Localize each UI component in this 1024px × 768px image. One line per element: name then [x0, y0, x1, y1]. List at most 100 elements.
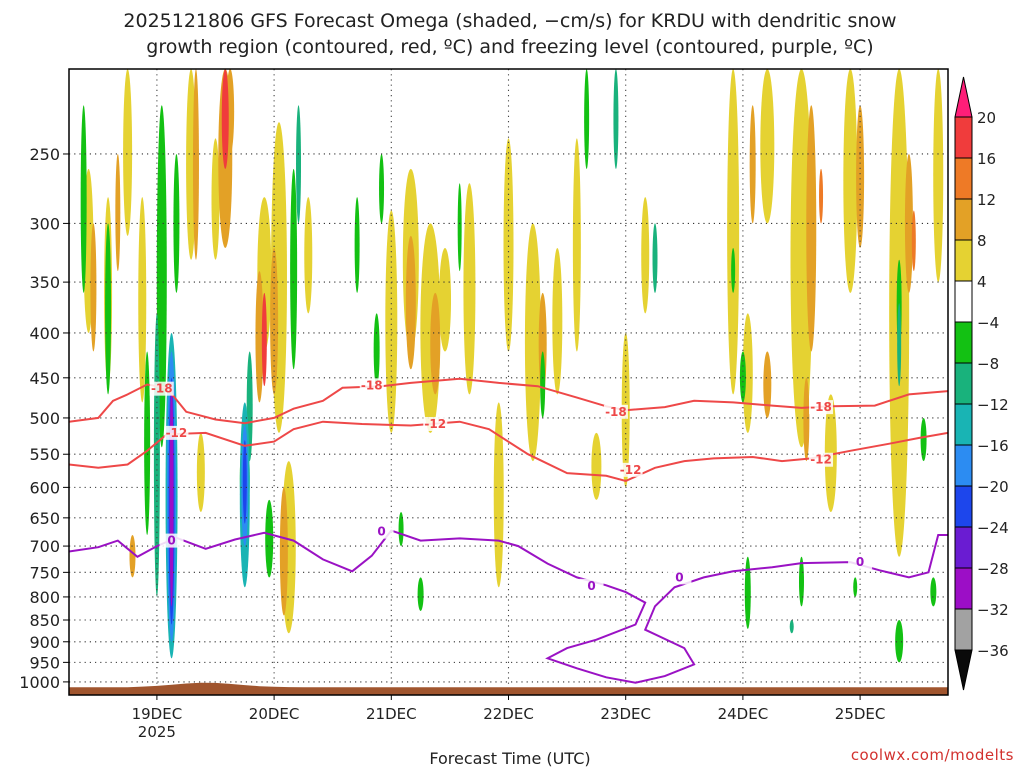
omega-shade-cell — [463, 183, 476, 395]
contour-label-bg — [618, 462, 643, 477]
colorbar-label: 8 — [977, 232, 987, 250]
omega-shade-cell — [819, 168, 824, 224]
colorbar-label: −16 — [977, 437, 1009, 455]
y-tick-label: 1000 — [19, 673, 60, 692]
omega-shade-cell — [806, 105, 817, 352]
omega-shading — [80, 69, 944, 663]
chart-title-line-2: growth region (contoured, red, ºC) and f… — [146, 36, 873, 58]
contour-label: -12 — [810, 453, 832, 467]
contour-label: -18 — [605, 405, 627, 419]
omega-shade-cell — [379, 153, 385, 224]
y-tick-label: 450 — [29, 369, 60, 388]
x-tick-label: 24DEC — [718, 705, 769, 723]
omega-shade-cell — [790, 69, 813, 448]
omega-shade-cell — [279, 487, 288, 616]
omega-shade-cell — [763, 351, 772, 418]
omega-shade-cell — [270, 247, 279, 395]
contour-label-bg — [809, 400, 834, 415]
y-axis: 250 300 350 400 450 500 550 600 650 700 750 800 850 9… — [19, 145, 69, 692]
colorbar-swatch — [954, 444, 973, 487]
colorbar-swatch — [954, 608, 973, 651]
contour-label-bg — [159, 533, 184, 548]
contour-label: 0 — [167, 534, 175, 548]
omega-shade-cell — [853, 577, 858, 597]
colorbar-swatch — [954, 485, 973, 528]
omega-shade-cell — [904, 153, 913, 293]
y-tick-label: 700 — [29, 537, 60, 556]
y-tick-label: 900 — [29, 633, 60, 652]
omega-shade-cell — [385, 210, 398, 433]
colorbar-swatch — [954, 321, 973, 364]
colorbar-swatch — [954, 567, 973, 610]
contour-label: -18 — [151, 382, 173, 396]
chart-title-line-1: 2025121806 GFS Forecast Omega (shaded, −… — [123, 10, 896, 32]
colorbar-label: −24 — [977, 519, 1009, 537]
gridlines — [69, 69, 948, 695]
y-tick-label: 850 — [29, 611, 60, 630]
omega-shade-cell — [641, 197, 650, 314]
colorbar-label: −32 — [977, 601, 1009, 619]
omega-shade-cell — [123, 69, 133, 236]
omega-shade-cell — [354, 197, 360, 293]
omega-shade-cell — [731, 247, 736, 293]
omega-shade-cell — [221, 69, 229, 169]
omega-shade-cell — [156, 105, 167, 448]
omega-shade-cell — [591, 432, 602, 500]
contour-label-bg — [369, 524, 394, 539]
colorbar-label: −20 — [977, 478, 1009, 496]
y-tick-label: 950 — [29, 653, 60, 672]
omega-shade-cell — [749, 105, 756, 224]
omega-shade-cell — [843, 69, 858, 293]
omega-shade-cell — [417, 577, 424, 611]
plot-area: -18 -18 -18 -18 -12 -12 -12 -12 0 0 0 0 0 — [69, 69, 948, 695]
x-tick-label: 23DEC — [600, 705, 651, 723]
contour-label-bg — [809, 452, 834, 467]
omega-shade-cell — [911, 210, 916, 272]
omega-shade-cell — [503, 138, 514, 352]
colorbar-swatch — [954, 403, 973, 446]
omega-shade-cell — [90, 223, 97, 352]
omega-shade-cell — [196, 432, 205, 512]
y-tick-label: 500 — [29, 409, 60, 428]
omega-shade-cell — [760, 69, 775, 224]
contour-label: -12 — [166, 426, 188, 440]
omega-shade-cell — [211, 138, 220, 260]
omega-shade-cell — [398, 511, 404, 547]
y-tick-label: 650 — [29, 509, 60, 528]
colorbar-label: 20 — [977, 109, 996, 127]
contour-label: 0 — [587, 579, 595, 593]
omega-shade-cell — [524, 223, 541, 462]
x-tick-label: 19DEC — [132, 705, 183, 723]
colorbar-swatch — [954, 362, 973, 405]
omega-shade-cell — [744, 556, 751, 629]
y-tick-label: 800 — [29, 588, 60, 607]
contour-label: -18 — [810, 400, 832, 414]
omega-shade-cell — [897, 303, 902, 387]
omega-shade-cell — [930, 577, 937, 607]
omega-shade-cell — [552, 247, 563, 395]
colorbar: 20 16 12 8 4 −4 −8 −12 −16 −20 −24 −28 −32 −36 — [954, 76, 1009, 691]
omega-shade-cell — [584, 69, 590, 169]
omega-shade-cell — [169, 386, 174, 607]
colorbar-swatch — [954, 157, 973, 200]
colorbar-label: 12 — [977, 191, 996, 209]
contour-label: 0 — [856, 555, 864, 569]
x-tick-label: 20DEC — [249, 705, 300, 723]
terrain-fill — [69, 682, 948, 695]
colorbar-label: −36 — [977, 642, 1009, 660]
y-tick-label: 600 — [29, 478, 60, 497]
contour-label: -12 — [424, 417, 446, 431]
x-tick-sublabel: 2025 — [138, 723, 176, 741]
omega-shade-cell — [373, 313, 380, 387]
contour-label-bg — [848, 555, 873, 570]
colorbar-swatch — [954, 239, 973, 282]
colorbar-label: −4 — [977, 314, 999, 332]
omega-shade-cell — [799, 556, 804, 607]
colorbar-label: 16 — [977, 150, 996, 168]
y-tick-label: 400 — [29, 324, 60, 343]
omega-shade-cell — [192, 69, 199, 260]
contour-label: 0 — [377, 525, 385, 539]
omega-shade-cell — [304, 197, 313, 314]
